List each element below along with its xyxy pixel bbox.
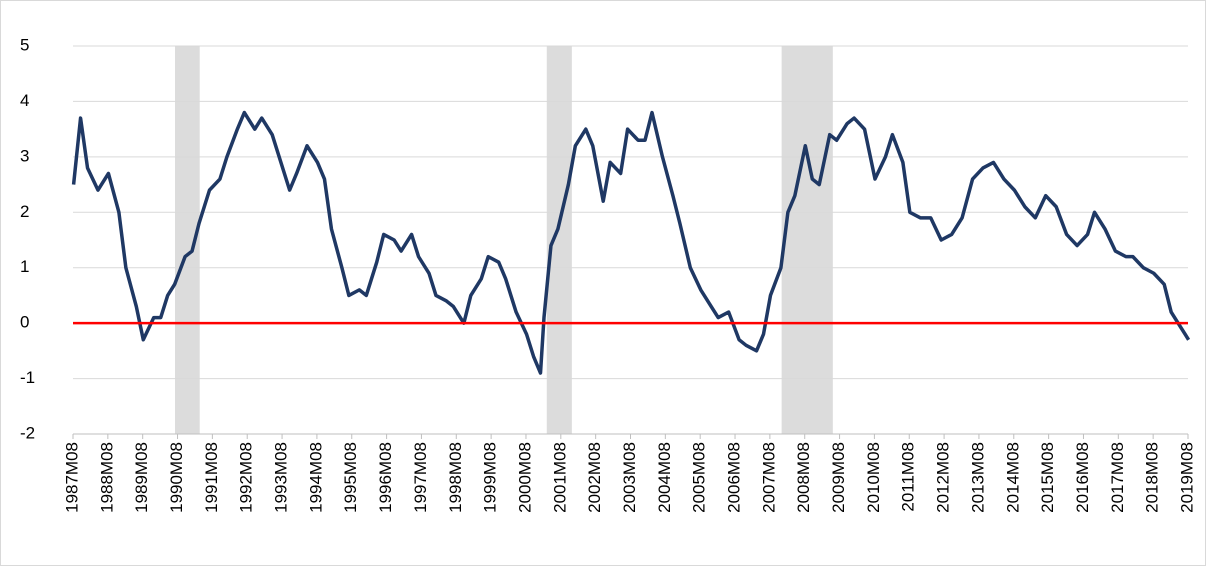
x-tick-label: 1990M08 xyxy=(167,442,186,513)
x-tick-label: 1989M08 xyxy=(132,442,151,513)
x-tick-label: 2002M08 xyxy=(585,442,604,513)
x-tick-label: 1998M08 xyxy=(446,442,465,513)
x-tick-label: 2013M08 xyxy=(968,442,987,513)
y-tick-label: 2 xyxy=(20,202,29,221)
y-tick-label: 5 xyxy=(20,35,29,54)
x-tick-label: 2003M08 xyxy=(620,442,639,513)
recession-band xyxy=(781,46,833,434)
x-tick-label: 1997M08 xyxy=(411,442,430,513)
x-tick-label: 1996M08 xyxy=(376,442,395,513)
x-tick-label: 2000M08 xyxy=(515,442,534,513)
x-tick-label: 2015M08 xyxy=(1038,442,1057,513)
x-tick-label: 2008M08 xyxy=(794,442,813,513)
y-tick-label: 3 xyxy=(20,146,29,165)
x-tick-label: 2011M08 xyxy=(899,442,918,512)
x-tick-label: 2012M08 xyxy=(934,442,953,513)
x-tick-label: 1993M08 xyxy=(272,442,291,513)
x-tick-label: 1991M08 xyxy=(202,442,221,513)
x-tick-label: 2007M08 xyxy=(759,442,778,513)
x-tick-label: 1995M08 xyxy=(341,442,360,513)
x-tick-label: 1994M08 xyxy=(306,442,325,513)
y-tick-label: -2 xyxy=(20,423,35,442)
x-tick-label: 2009M08 xyxy=(829,442,848,513)
x-tick-label: 2006M08 xyxy=(725,442,744,513)
x-tick-label: 2016M08 xyxy=(1073,442,1092,513)
x-tick-label: 2010M08 xyxy=(864,442,883,513)
x-tick-label: 2017M08 xyxy=(1108,442,1127,513)
x-tick-label: 2018M08 xyxy=(1143,442,1162,513)
series-line xyxy=(71,110,1191,375)
y-tick-label: 4 xyxy=(20,91,29,110)
x-tick-label: 2005M08 xyxy=(690,442,709,513)
x-tick-label: 2001M08 xyxy=(550,442,569,513)
y-tick-label: 1 xyxy=(20,257,29,276)
x-tick-label: 2019M08 xyxy=(1177,442,1196,513)
y-tick-label: -1 xyxy=(20,368,35,387)
x-tick-label: 2004M08 xyxy=(655,442,674,513)
x-tick-label: 1992M08 xyxy=(237,442,256,513)
x-tick-label: 1988M08 xyxy=(97,442,116,513)
x-tick-label: 1987M08 xyxy=(62,442,81,513)
y-tick-label: 0 xyxy=(20,313,29,332)
x-tick-label: 2014M08 xyxy=(1003,442,1022,513)
x-tick-label: 1999M08 xyxy=(481,442,500,513)
recession-band xyxy=(546,46,572,434)
